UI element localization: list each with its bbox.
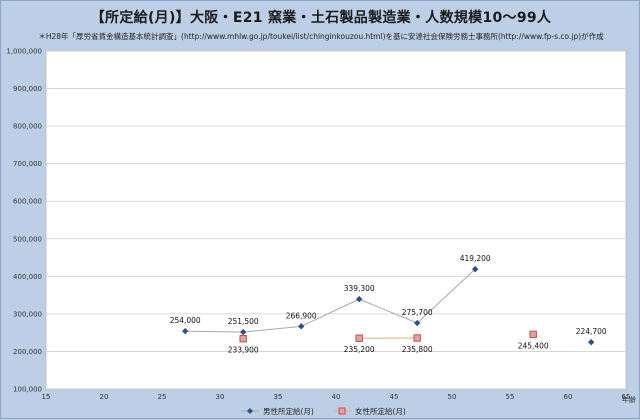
y-tick-label: 400,000: [13, 273, 42, 281]
male-data-label: 275,700: [402, 308, 433, 317]
male-data-label: 251,500: [228, 317, 259, 326]
legend: 男性所定給(月) 女性所定給(月): [241, 406, 406, 416]
female-legend-marker: [339, 408, 345, 414]
x-tick-label: 50: [448, 393, 457, 401]
male-legend-label: 男性所定給(月): [263, 406, 314, 416]
female-data-point: [356, 335, 362, 341]
female-data-label: 245,400: [518, 341, 549, 350]
female-data-label: 235,200: [344, 345, 375, 354]
x-tick-label: 15: [42, 393, 51, 401]
y-tick-label: 100,000: [13, 386, 42, 394]
y-tick-label: 600,000: [13, 198, 42, 206]
male-data-label: 339,300: [344, 284, 375, 293]
y-tick-label: 700,000: [13, 160, 42, 168]
x-tick-label: 40: [332, 393, 341, 401]
male-data-label: 254,000: [170, 316, 201, 325]
y-tick-label: 1,000,000: [6, 48, 42, 56]
y-tick-label: 900,000: [13, 85, 42, 93]
x-tick-label: 60: [564, 393, 573, 401]
x-tick-label: 20: [100, 393, 109, 401]
female-data-point: [414, 335, 420, 341]
x-axis-label: 年齢: [622, 395, 636, 404]
female-data-label: 233,900: [228, 346, 259, 355]
female-legend-label: 女性所定給(月): [355, 406, 406, 416]
x-tick-label: 25: [158, 393, 167, 401]
plot-area: [46, 51, 626, 389]
y-tick-label: 500,000: [13, 235, 42, 243]
female-data-point: [530, 331, 536, 337]
x-tick-label: 35: [274, 393, 283, 401]
female-data-point: [240, 336, 246, 342]
x-tick-label: 30: [216, 393, 225, 401]
y-tick-label: 800,000: [13, 123, 42, 131]
female-data-label: 235,800: [402, 345, 433, 354]
male-data-label: 266,900: [286, 311, 317, 320]
x-tick-label: 55: [506, 393, 515, 401]
x-tick-label: 45: [390, 393, 399, 401]
y-tick-label: 300,000: [13, 310, 42, 318]
male-data-label: 224,700: [576, 327, 607, 336]
male-legend-marker: [247, 408, 253, 414]
y-tick-label: 200,000: [13, 348, 42, 356]
male-data-label: 419,200: [460, 254, 491, 263]
